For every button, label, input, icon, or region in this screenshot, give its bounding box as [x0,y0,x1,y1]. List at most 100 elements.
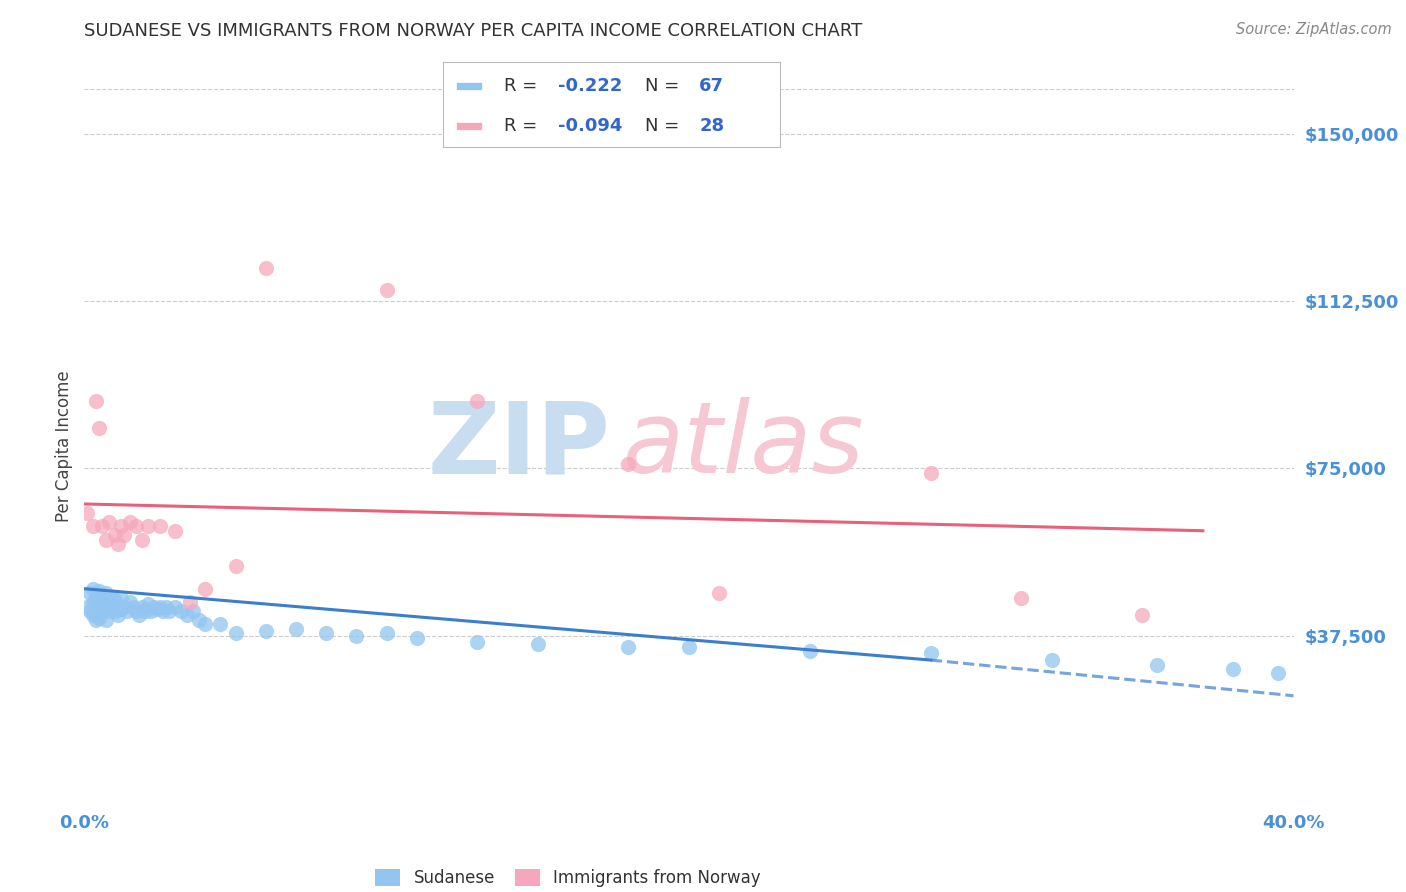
Point [118,515,141,529]
Point [86,394,108,409]
Point [1222,662,1244,676]
Text: Source: ZipAtlas.com: Source: ZipAtlas.com [1236,22,1392,37]
Point [284,622,308,636]
Point [346,628,368,642]
Point [709,586,731,600]
Point [799,644,821,658]
Point [1146,657,1168,672]
Point [107,608,129,623]
Point [89,610,111,624]
Point [94,533,117,547]
Point [152,604,174,618]
Y-axis label: Per Capita Income: Per Capita Income [55,370,73,522]
Point [128,608,150,623]
Point [920,646,942,660]
Point [134,604,156,618]
Point [89,598,111,612]
Point [97,595,120,609]
Point [104,528,127,542]
Point [136,598,159,612]
Point [678,640,700,654]
Point [467,635,489,649]
Point [82,582,104,596]
Point [112,599,135,614]
Point [157,604,180,618]
Point [82,608,104,623]
Point [76,599,98,614]
Point [136,519,159,533]
Point [375,626,398,640]
Point [79,586,101,600]
Text: -0.222: -0.222 [558,78,621,95]
Point [89,583,111,598]
Point [467,394,489,409]
Point [254,260,277,275]
Point [82,595,104,609]
Point [1267,666,1289,681]
Point [131,533,153,547]
Point [97,515,120,529]
Point [131,599,153,614]
Text: 67: 67 [699,78,724,95]
Point [110,591,132,605]
Point [104,592,127,607]
Point [91,604,114,618]
Point [170,604,193,618]
Point [406,631,429,645]
Point [97,604,120,618]
Point [155,599,177,614]
Point [86,613,108,627]
Point [94,586,117,600]
Point [1040,653,1063,667]
Point [112,528,135,542]
Point [176,608,198,623]
Text: R =: R = [503,117,543,135]
Point [142,599,165,614]
Point [225,626,247,640]
Point [209,617,232,632]
Point [86,591,108,605]
Point [139,604,162,618]
Point [617,457,640,471]
Point [163,524,186,538]
FancyBboxPatch shape [457,122,482,130]
Point [125,604,148,618]
Point [91,519,114,533]
Point [188,613,211,627]
Point [94,599,117,614]
Point [149,599,172,614]
Point [1130,608,1153,623]
Point [76,506,98,520]
Point [375,283,398,297]
Point [179,595,201,609]
Point [194,617,217,632]
Text: -0.094: -0.094 [558,117,621,135]
Text: N =: N = [645,117,685,135]
Text: 28: 28 [699,117,724,135]
Point [107,537,129,551]
Point [104,604,127,618]
Point [86,601,108,615]
Point [118,595,141,609]
Point [225,559,247,574]
Point [91,591,114,605]
Point [920,466,942,480]
Legend: Sudanese, Immigrants from Norway: Sudanese, Immigrants from Norway [375,869,761,888]
Point [110,519,132,533]
Text: R =: R = [503,78,543,95]
Text: atlas: atlas [623,398,865,494]
Point [1010,591,1032,605]
Point [194,582,217,596]
Point [94,613,117,627]
Point [100,599,122,614]
Point [121,599,143,614]
Point [149,519,172,533]
Point [89,421,111,435]
Point [107,599,129,614]
Text: ZIP: ZIP [427,398,610,494]
FancyBboxPatch shape [457,82,482,90]
Point [617,640,640,654]
Text: N =: N = [645,78,685,95]
Point [181,604,204,618]
Point [163,599,186,614]
